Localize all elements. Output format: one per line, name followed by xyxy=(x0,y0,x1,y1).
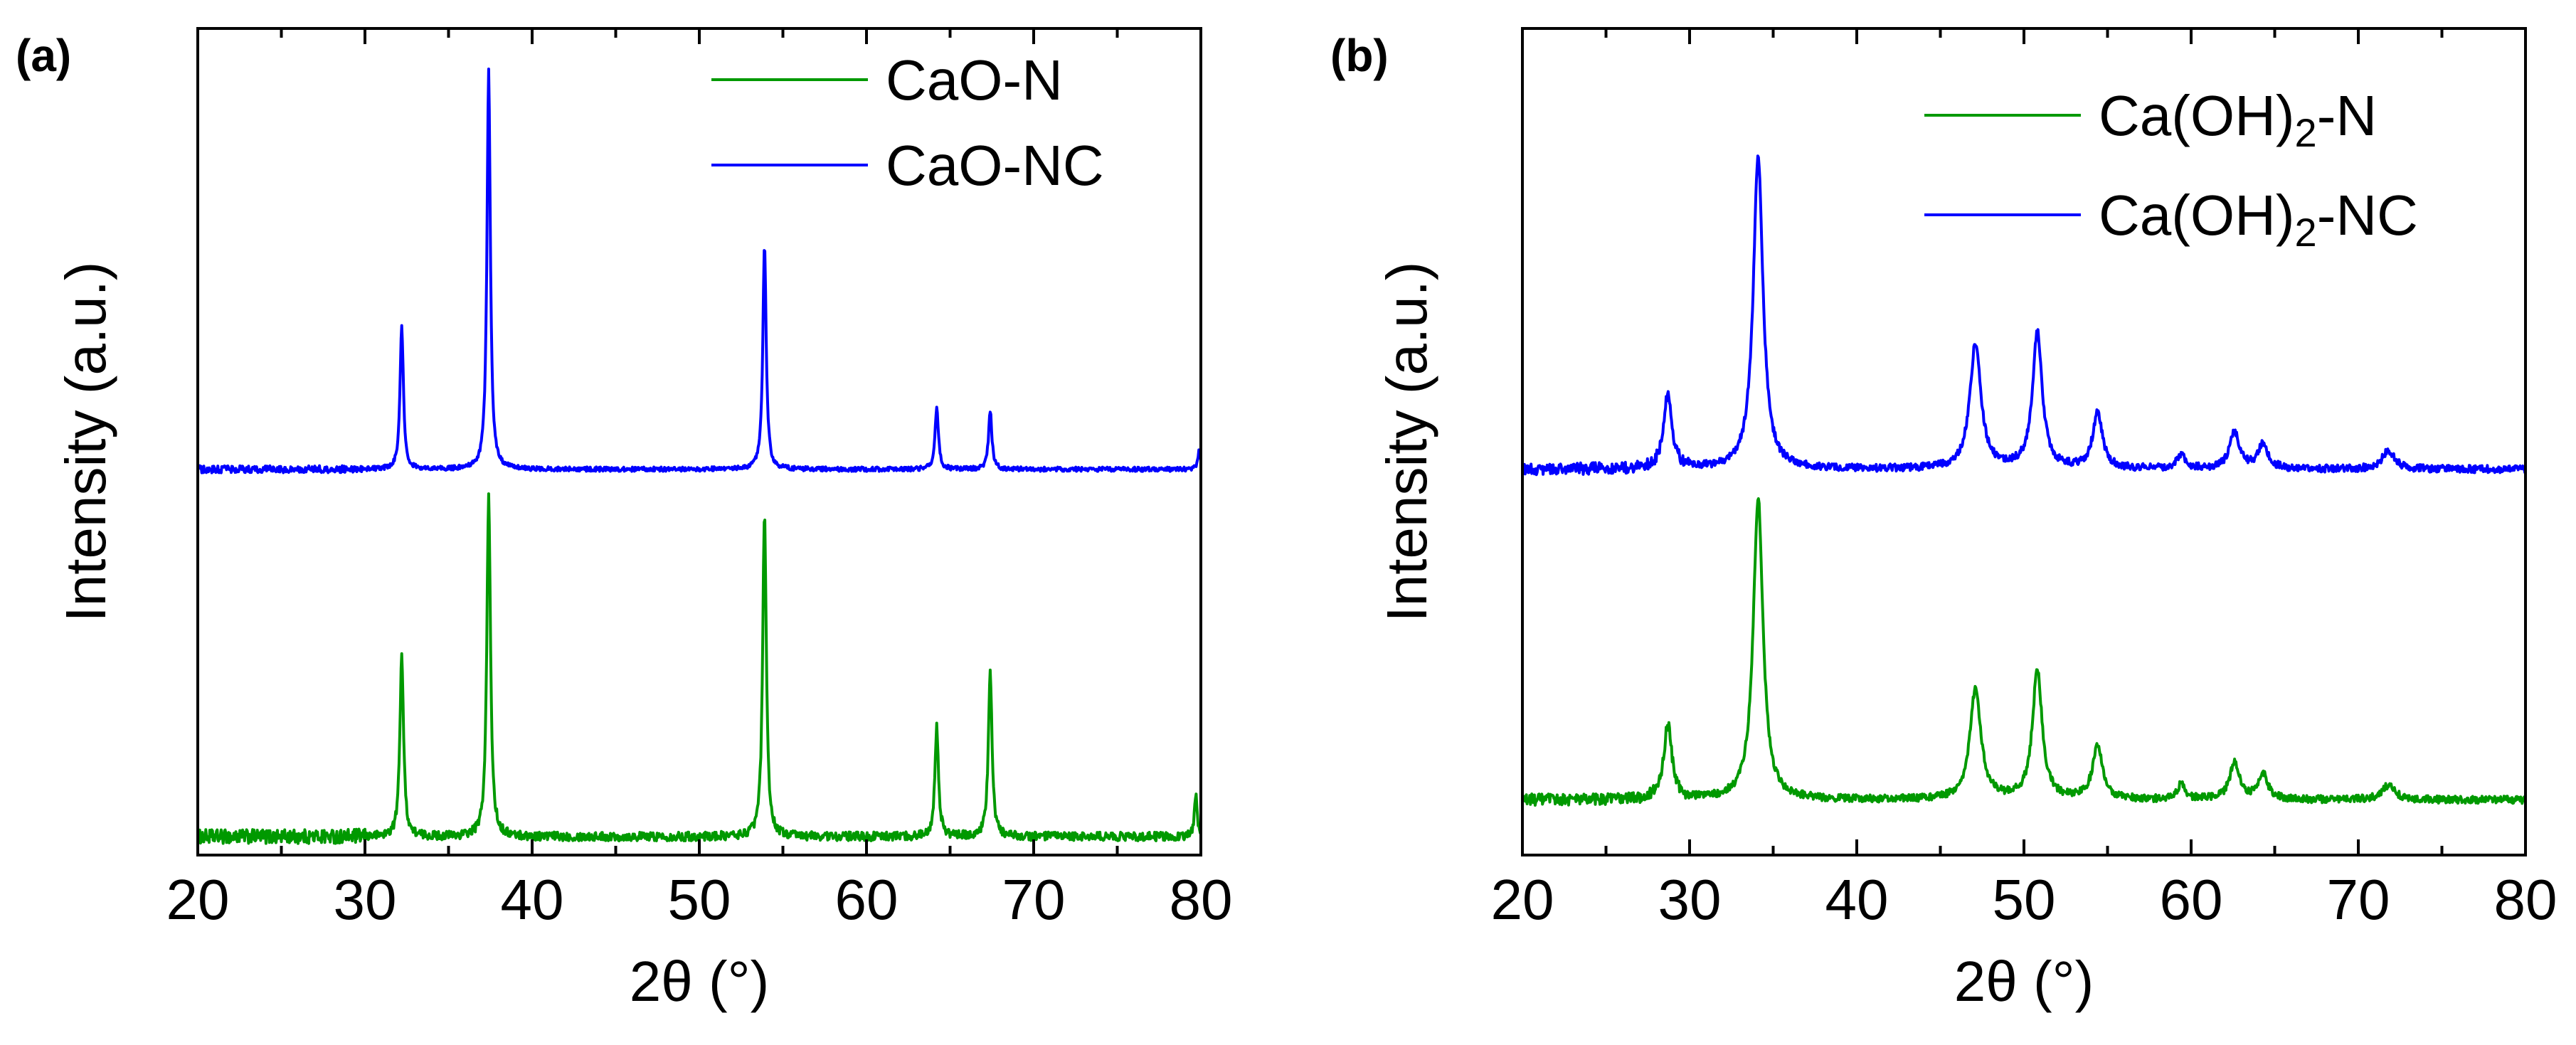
series-line-Ca(OH)2-N xyxy=(1521,497,2527,807)
series-line-CaO-N xyxy=(196,492,1202,845)
x-tick-label: 70 xyxy=(2327,868,2390,931)
y-axis-title: Intensity (a.u.) xyxy=(54,262,117,622)
legend-label: CaO-N xyxy=(886,48,1063,112)
x-tick-label: 70 xyxy=(1002,868,1066,931)
x-tick-label: 50 xyxy=(668,868,731,931)
series-line-Ca(OH)2-NC xyxy=(1521,154,2527,477)
legend: Ca(OH)2-N Ca(OH)2-NC xyxy=(1924,84,2418,255)
x-tick-label: 20 xyxy=(166,868,230,931)
x-tick-label: 30 xyxy=(334,868,397,931)
legend-label: Ca(OH)2-N xyxy=(2099,84,2377,155)
x-tick-label: 80 xyxy=(1170,868,1233,931)
x-tick-label: 80 xyxy=(2494,868,2558,931)
panel-label: (a) xyxy=(16,30,71,81)
x-tick-label: 50 xyxy=(1993,868,2056,931)
x-axis-title: 2θ (°) xyxy=(1954,950,2094,1013)
legend: CaO-N CaO-NC xyxy=(711,48,1104,197)
panel-0: (a) 20 30 40 50 60 70 80 2θ (°) Intensity (a.u.) C… xyxy=(16,27,1233,1013)
x-tick-label: 20 xyxy=(1491,868,1554,931)
x-tick-label: 60 xyxy=(835,868,899,931)
x-tick-label: 40 xyxy=(501,868,564,931)
y-axis-title: Intensity (a.u.) xyxy=(1375,262,1438,622)
legend-label: CaO-NC xyxy=(886,134,1104,197)
x-tick-label: 60 xyxy=(2160,868,2223,931)
legend-label: Ca(OH)2-NC xyxy=(2099,184,2418,255)
x-axis-title: 2θ (°) xyxy=(630,950,769,1013)
x-tick-label: 40 xyxy=(1825,868,1889,931)
panel-label: (b) xyxy=(1330,30,1389,81)
x-tick-label: 30 xyxy=(1658,868,1722,931)
panel-1: (b) 20 30 40 50 60 70 80 2θ (°) Intensity (a.u.) C… xyxy=(1330,27,2558,1013)
series-line-CaO-NC xyxy=(196,68,1202,474)
